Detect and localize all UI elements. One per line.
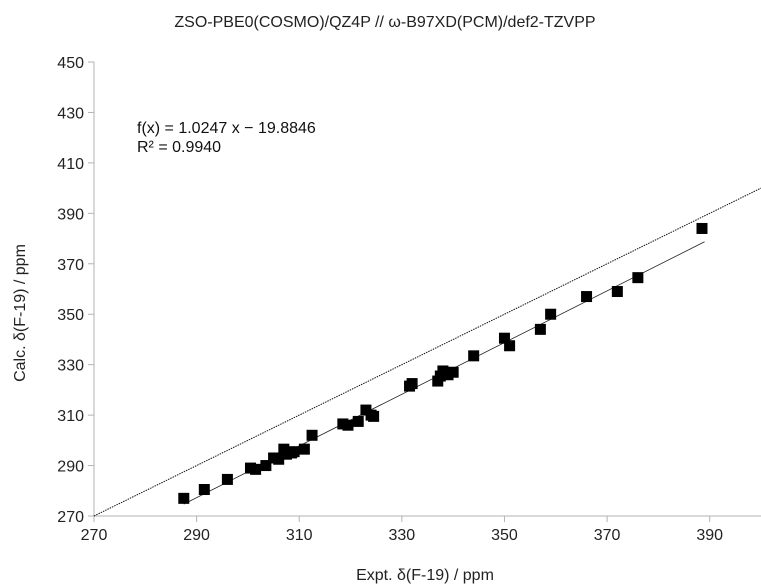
data-point [221,473,233,485]
x-axis-label: Expt. δ(F-19) / ppm [356,567,494,584]
y-tick-label: 330 [57,358,84,375]
x-tick-label: 270 [81,527,108,544]
y-tick-label: 290 [57,459,84,476]
data-point [611,286,623,298]
data-point [545,308,557,320]
data-point [198,484,210,496]
data-point [250,463,262,475]
plot-area: 270 290 310 330 350 370 390 410 430 450 270 290 310 3… [57,55,761,544]
data-point [178,492,190,504]
data-point [447,366,459,378]
x-tick-label: 290 [183,527,210,544]
y-tick-label: 430 [57,105,84,122]
x-tick-label: 370 [594,527,621,544]
data-point [581,291,593,303]
data-point [298,443,310,455]
data-point [696,222,708,234]
chart-title: ZSO-PBE0(COSMO)/QZ4P // ω-B97XD(PCM)/def… [174,14,595,31]
y-tick-label: 450 [57,55,84,72]
data-point [534,323,546,335]
x-tick-label: 350 [491,527,518,544]
data-point [273,453,285,465]
data-point [288,446,300,458]
data-point [352,415,364,427]
y-tick-label: 370 [57,257,84,274]
y-axis-label: Calc. δ(F-19) / ppm [12,244,29,382]
x-tick-label: 330 [388,527,415,544]
data-point [368,410,380,422]
y-tick-label: 310 [57,408,84,425]
x-tick-label: 390 [696,527,723,544]
reference-line [93,187,761,517]
fit-equation: f(x) = 1.0247 x − 19.8846 [137,120,316,137]
data-point [498,332,510,344]
r-squared: R² = 0.9940 [137,139,221,156]
data-point [468,350,480,362]
y-tick-label: 390 [57,206,84,223]
data-point [632,272,644,284]
data-point [342,419,354,431]
y-tick-label: 410 [57,156,84,173]
data-point [260,460,272,472]
y-tick-label: 350 [57,307,84,324]
data-point [306,429,318,441]
data-point [504,340,516,352]
y-tick-label: 270 [57,509,84,526]
x-tick-label: 310 [286,527,313,544]
data-point [406,378,418,390]
